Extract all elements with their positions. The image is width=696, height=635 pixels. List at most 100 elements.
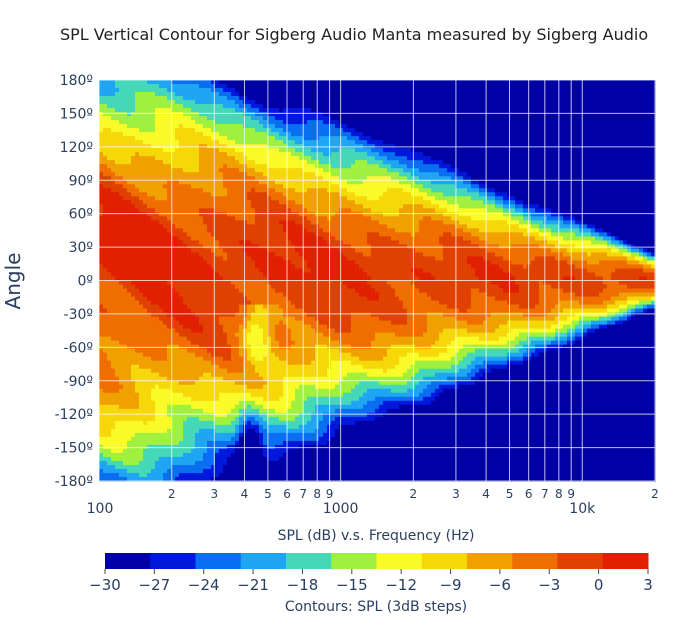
contour-cell xyxy=(203,260,208,266)
contour-cell xyxy=(203,280,208,286)
contour-cell xyxy=(195,472,200,478)
contour-cell xyxy=(179,188,184,193)
contour-cell xyxy=(231,396,236,402)
contour-cell xyxy=(235,452,240,458)
contour-cell xyxy=(123,88,128,93)
contour-cell xyxy=(111,276,116,282)
contour-cell xyxy=(115,432,120,438)
contour-cell xyxy=(131,204,136,209)
contour-cell xyxy=(219,112,224,117)
contour-cell xyxy=(199,416,204,422)
contour-cell xyxy=(119,208,124,213)
contour-cell xyxy=(191,176,196,181)
contour-cell xyxy=(135,384,140,390)
contour-cell xyxy=(203,100,208,105)
contour-cell xyxy=(179,80,184,85)
contour-cell xyxy=(203,268,208,274)
contour-cell xyxy=(243,468,248,474)
contour-cell xyxy=(191,172,196,177)
contour-cell xyxy=(171,296,176,302)
contour-cell xyxy=(103,164,108,169)
contour-cell xyxy=(271,316,276,322)
contour-cell xyxy=(227,112,232,117)
contour-cell xyxy=(99,196,104,201)
contour-cell xyxy=(295,180,300,185)
contour-cell xyxy=(251,336,256,342)
contour-cell xyxy=(195,432,200,438)
contour-cell xyxy=(295,448,300,454)
contour-cell xyxy=(207,120,212,125)
contour-cell xyxy=(223,256,228,262)
contour-cell xyxy=(203,136,208,141)
contour-cell xyxy=(251,456,256,462)
contour-cell xyxy=(171,80,176,85)
contour-cell xyxy=(295,304,300,310)
contour-cell xyxy=(199,452,204,458)
contour-cell xyxy=(247,92,252,97)
contour-cell xyxy=(199,352,204,358)
contour-cell xyxy=(227,208,232,213)
contour-cell xyxy=(199,108,204,113)
contour-cell xyxy=(123,364,128,370)
contour-cell xyxy=(115,120,120,125)
contour-cell xyxy=(291,104,296,109)
contour-cell xyxy=(291,448,296,454)
contour-cell xyxy=(103,340,108,346)
contour-cell xyxy=(143,380,148,386)
contour-cell xyxy=(127,252,132,258)
contour-cell xyxy=(251,376,256,382)
contour-cell xyxy=(247,184,252,189)
contour-cell xyxy=(183,116,188,121)
contour-cell xyxy=(147,152,152,157)
contour-cell xyxy=(123,232,128,237)
contour-cell xyxy=(123,260,128,266)
contour-cell xyxy=(143,248,148,254)
contour-cell xyxy=(247,368,252,374)
contour-cell xyxy=(167,292,172,298)
contour-cell xyxy=(191,448,196,454)
contour-cell xyxy=(103,316,108,322)
contour-cell xyxy=(119,428,124,434)
contour-cell xyxy=(263,476,268,482)
contour-cell xyxy=(163,252,168,258)
contour-cell xyxy=(271,152,276,157)
contour-cell xyxy=(275,252,280,258)
contour-cell xyxy=(227,124,232,129)
contour-cell xyxy=(159,368,164,374)
contour-cell xyxy=(223,180,228,185)
contour-cell xyxy=(187,448,192,454)
contour-cell xyxy=(235,352,240,358)
contour-cell xyxy=(263,192,268,197)
contour-cell xyxy=(139,352,144,358)
contour-cell xyxy=(227,196,232,201)
contour-cell xyxy=(123,148,128,153)
contour-cell xyxy=(203,376,208,382)
contour-cell xyxy=(231,120,236,125)
contour-cell xyxy=(123,324,128,330)
contour-cell xyxy=(287,392,292,398)
contour-cell xyxy=(287,408,292,414)
contour-cell xyxy=(111,472,116,478)
contour-cell xyxy=(175,296,180,302)
contour-cell xyxy=(127,208,132,213)
contour-cell xyxy=(107,376,112,382)
contour-cell xyxy=(263,312,268,318)
contour-cell xyxy=(259,232,264,237)
contour-cell xyxy=(143,176,148,181)
contour-cell xyxy=(131,256,136,262)
contour-cell xyxy=(259,228,264,233)
contour-cell xyxy=(175,460,180,466)
contour-cell xyxy=(179,132,184,137)
contour-cell xyxy=(227,80,232,85)
contour-cell xyxy=(255,228,260,233)
contour-cell xyxy=(275,140,280,145)
contour-cell xyxy=(251,312,256,318)
contour-cell xyxy=(163,100,168,105)
contour-cell xyxy=(111,388,116,394)
contour-cell xyxy=(239,408,244,414)
contour-cell xyxy=(175,260,180,266)
contour-cell xyxy=(231,196,236,201)
contour-cell xyxy=(283,460,288,466)
contour-cell xyxy=(179,336,184,342)
contour-cell xyxy=(199,384,204,390)
